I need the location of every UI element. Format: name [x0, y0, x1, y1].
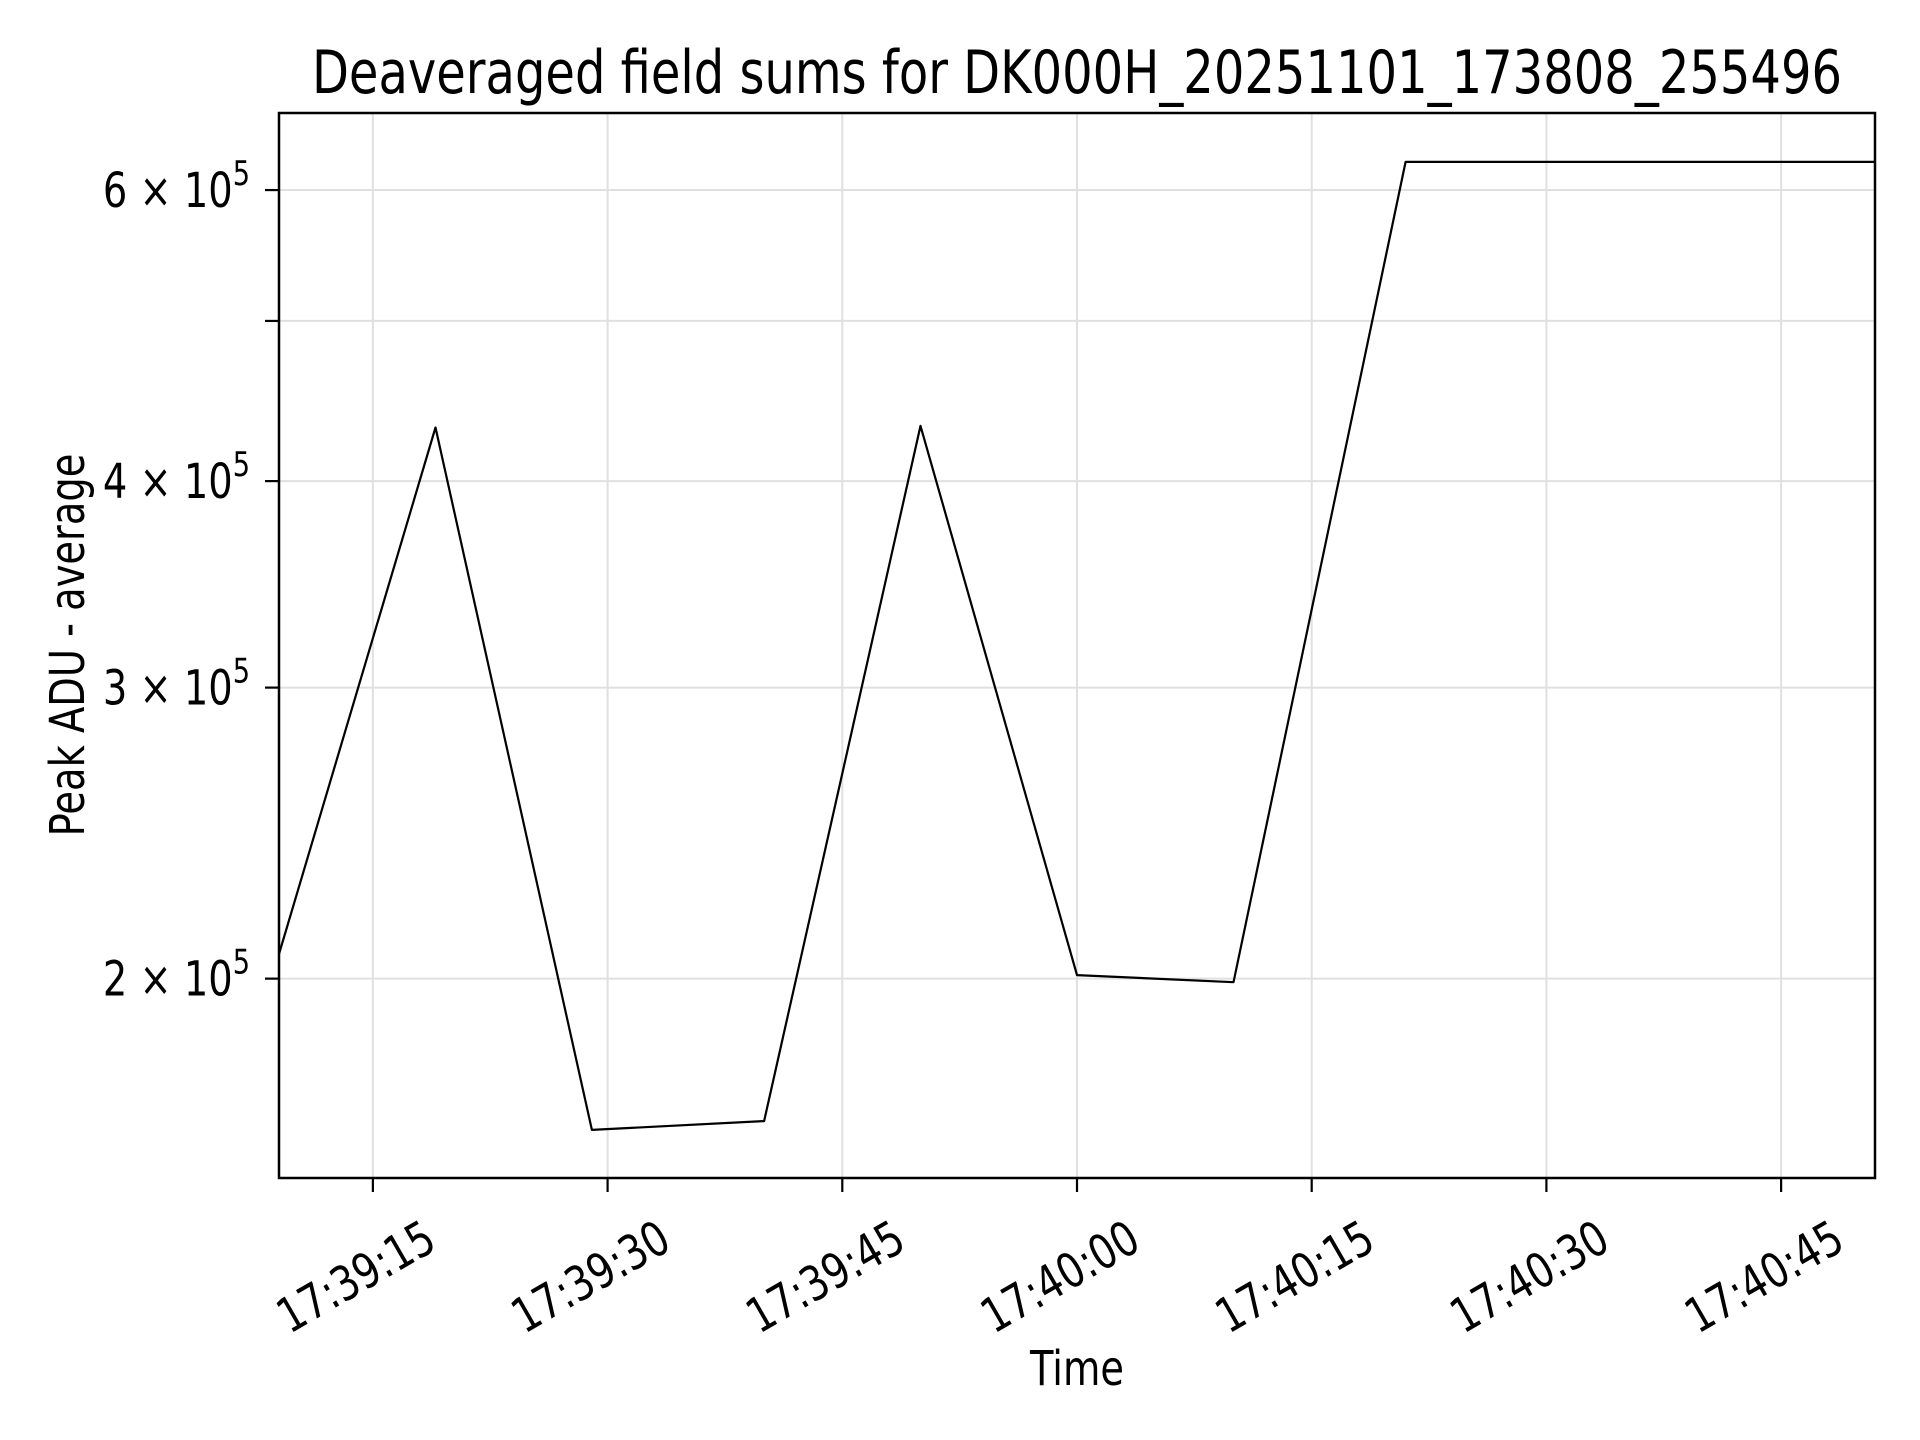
chart-title: Deaveraged field sums for DK000H_2025110…	[312, 38, 1842, 108]
y-tick-label: 2 × 105	[103, 943, 250, 1008]
y-tick-label: 6 × 105	[103, 154, 250, 219]
y-tick-label: 3 × 105	[103, 652, 250, 717]
data-line	[277, 160, 1877, 1132]
y-axis-label: Peak ADU - average	[41, 454, 96, 837]
data-layer	[277, 160, 1877, 1132]
grid-layer	[279, 113, 1875, 1178]
y-tick-label: 4 × 105	[103, 445, 250, 510]
x-axis-label: Time	[1029, 1342, 1124, 1397]
